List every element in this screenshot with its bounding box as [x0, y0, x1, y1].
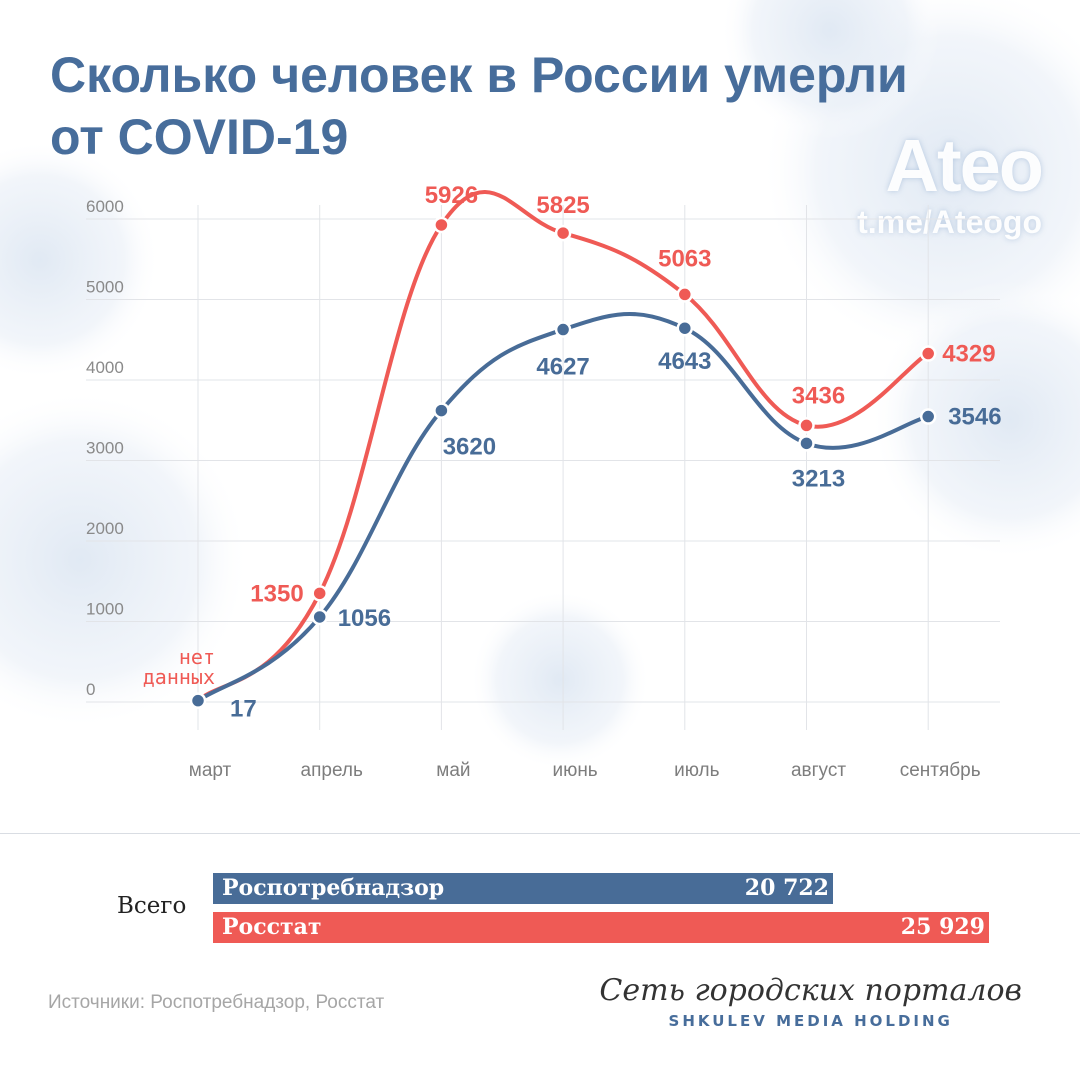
data-label-rosstat: 5926	[425, 182, 478, 209]
point-rosstat	[433, 216, 450, 234]
point-rospotrebnadzor	[919, 408, 937, 425]
bar-value: 25 929	[900, 914, 985, 940]
point-rospotrebnadzor	[676, 319, 694, 337]
data-label-rosstat: 5063	[658, 245, 711, 272]
point-rospotrebnadzor	[798, 435, 815, 452]
x-tick-label: май	[436, 760, 470, 781]
point-rosstat	[311, 585, 328, 602]
title-line-2: от COVID-19	[50, 109, 349, 165]
annotation-no-data: нет данных	[143, 645, 215, 689]
watermark-link: t.me/Ateogo	[857, 204, 1042, 240]
watermark: Ateo t.me/Ateogo	[857, 124, 1044, 241]
watermark-name: Ateo	[885, 124, 1044, 207]
total-bar-rospotrebnadzor: Роспотребнадзор 20 722	[213, 873, 833, 904]
line-chart: 0 1000 2000 3000 4000 5000 6000 март апрель май ию…	[86, 182, 1002, 781]
x-tick-label: июнь	[552, 760, 597, 781]
x-tick-label: март	[189, 760, 232, 781]
bar-name: Роспотребнадзор	[222, 875, 445, 901]
brand-subtitle: SHKULEV MEDIA HOLDING	[668, 1012, 953, 1030]
y-tick-label: 6000	[86, 197, 124, 216]
point-rosstat	[676, 286, 694, 303]
data-label-rospotrebnadzor: 17	[230, 696, 257, 723]
data-label-rospotrebnadzor: 4627	[536, 354, 589, 381]
data-label-rosstat: 1350	[250, 580, 303, 607]
point-rospotrebnadzor	[189, 692, 207, 709]
point-rosstat	[798, 417, 815, 434]
point-rospotrebnadzor	[311, 608, 328, 626]
brand-script: Сеть городских порталов	[599, 973, 1022, 1008]
data-label-rospotrebnadzor: 3546	[948, 404, 1001, 431]
title-line-1: Сколько человек в России умерли	[50, 47, 908, 103]
y-tick-label: 2000	[86, 519, 124, 538]
point-rospotrebnadzor	[433, 402, 450, 419]
y-tick-label: 1000	[86, 600, 124, 619]
y-tick-label: 4000	[86, 358, 124, 377]
x-tick-label: сентябрь	[900, 760, 981, 781]
bar-value: 20 722	[744, 875, 829, 901]
data-label-rospotrebnadzor: 3620	[443, 434, 496, 461]
y-tick-label: 0	[86, 680, 95, 699]
point-rosstat	[554, 224, 572, 242]
page-title: Сколько человек в России умерли от COVID…	[50, 44, 1030, 168]
data-label-rosstat: 4329	[942, 341, 995, 368]
point-rosstat	[919, 345, 937, 362]
x-tick-label: июль	[674, 760, 720, 781]
data-label-rosstat: 3436	[792, 382, 845, 409]
total-bar-rosstat: Росстат 25 929	[213, 912, 989, 943]
y-tick-label: 3000	[86, 439, 124, 458]
y-tick-label: 5000	[86, 278, 124, 297]
x-tick-label: август	[791, 760, 846, 781]
source-note: Источники: Роспотребнадзор, Росстат	[48, 992, 385, 1013]
data-label-rospotrebnadzor: 1056	[338, 605, 391, 632]
brand-logo: Сеть городских порталов SHKULEV MEDIA HO…	[599, 972, 1022, 1032]
point-rospotrebnadzor	[554, 321, 572, 338]
data-label-rospotrebnadzor: 3213	[792, 465, 845, 492]
totals-label: Всего	[117, 893, 187, 919]
divider	[0, 833, 1080, 834]
data-label-rosstat: 5825	[536, 192, 589, 219]
bar-name: Росстат	[222, 914, 322, 940]
data-label-rospotrebnadzor: 4643	[658, 348, 711, 375]
x-tick-label: апрель	[301, 760, 363, 781]
